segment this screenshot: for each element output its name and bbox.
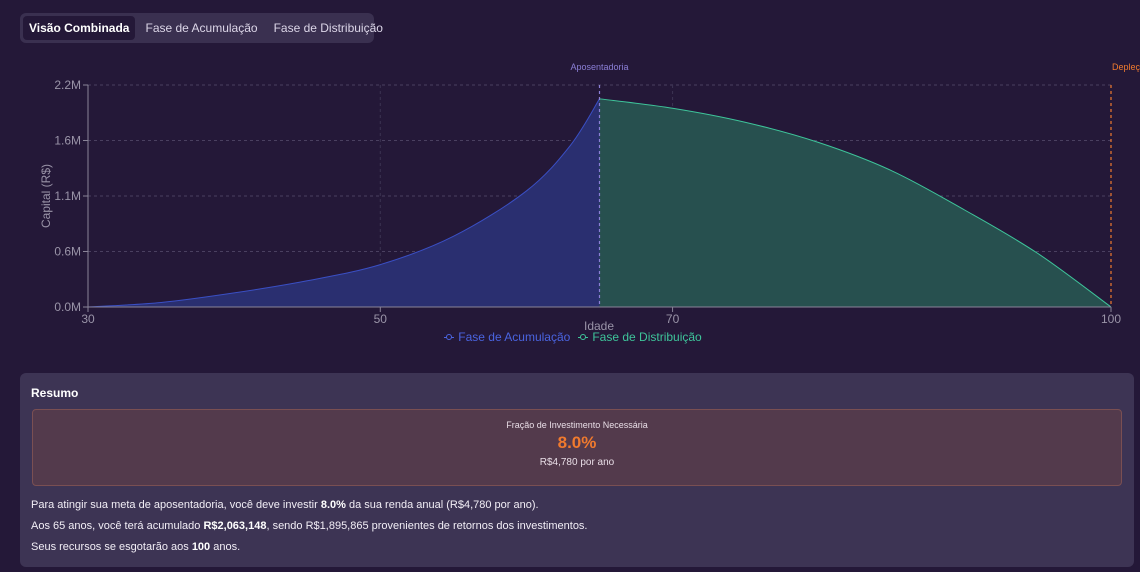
fraction-label: Fração de Investimento Necessária [506,420,648,430]
text: Seus recursos se esgotarão aos [31,541,192,553]
x-tick-label: 70 [666,312,680,326]
summary-title: Resumo [31,386,79,400]
fraction-value: 8.0% [557,433,597,452]
series-line-2 [599,98,1112,308]
capital-chart: Aposentadoria Depleção 0.0M 0.6M 1.1M 1.6M 2.… [39,62,1140,333]
y-tick-label: 2.2M [54,78,81,92]
legend-line-marker-icon [578,332,589,342]
series-area-1 [88,98,600,307]
annotation-label: Depleção [1112,62,1140,72]
fraction-card: Fração de Investimento Necessária 8.0% R… [32,409,1122,486]
view-tabs: Visão Combinada Fase de Acumulação Fase … [20,13,383,43]
summary-line-accumulated: Aos 65 anos, você terá acumulado R$2,063… [31,520,588,532]
legend-label: Fase de Distribuição [592,330,702,344]
annotation-label: Aposentadoria [570,62,628,72]
highlight: 8.0% [320,499,346,511]
series-line-1 [87,98,600,308]
text: anos. [210,541,241,553]
chart-legend: Fase de Acumulação Fase de Distribuição [0,330,1140,344]
legend-line-marker-icon [444,332,455,342]
summary-line-investment: Para atingir sua meta de aposentadoria, … [31,499,539,511]
x-tick-label: 30 [81,312,95,326]
x-tick-label: 50 [374,312,388,326]
text: da sua renda anual (R$4,780 por ano). [345,499,539,511]
legend-item-acumulacao[interactable]: Fase de Acumulação [444,330,570,344]
y-tick-label: 0.0M [54,300,81,314]
annotations: Aposentadoria Depleção [570,62,1140,307]
text: Aos 65 anos, você terá acumulado [31,520,204,532]
fraction-annual-amount: R$4,780 por ano [539,457,615,468]
text: Para atingir sua meta de aposentadoria, … [31,499,321,511]
x-axis-label: Idade [584,319,614,333]
x-tick-label: 100 [1101,312,1121,326]
series-areas [87,98,1112,308]
tab-fase-acumulacao[interactable]: Fase de Acumulação [145,21,258,35]
summary-panel: Resumo Fração de Investimento Necessária… [20,373,1134,567]
tab-fase-distribuicao[interactable]: Fase de Distribuição [273,21,383,35]
legend-label: Fase de Acumulação [458,330,571,344]
y-tick-label: 0.6M [54,245,81,259]
series-area-2 [599,98,1111,307]
summary-line-depletion: Seus recursos se esgotarão aos 100 anos. [31,541,240,553]
axes: 0.0M 0.6M 1.1M 1.6M 2.2M 30 50 70 100 Idade Capita… [39,78,1121,333]
tab-visao-combinada[interactable]: Visão Combinada [23,16,136,40]
legend-item-distribuicao[interactable]: Fase de Distribuição [578,330,702,344]
highlight: 100 [191,541,211,553]
y-tick-label: 1.6M [54,134,81,148]
highlight: R$2,063,148 [203,520,267,532]
y-tick-label: 1.1M [54,189,81,203]
chart-area: Aposentadoria Depleção 0.0M 0.6M 1.1M 1.6M 2.… [0,50,1140,350]
text: , sendo R$1,895,865 provenientes de reto… [266,520,588,532]
y-axis-label: Capital (R$) [39,164,53,228]
